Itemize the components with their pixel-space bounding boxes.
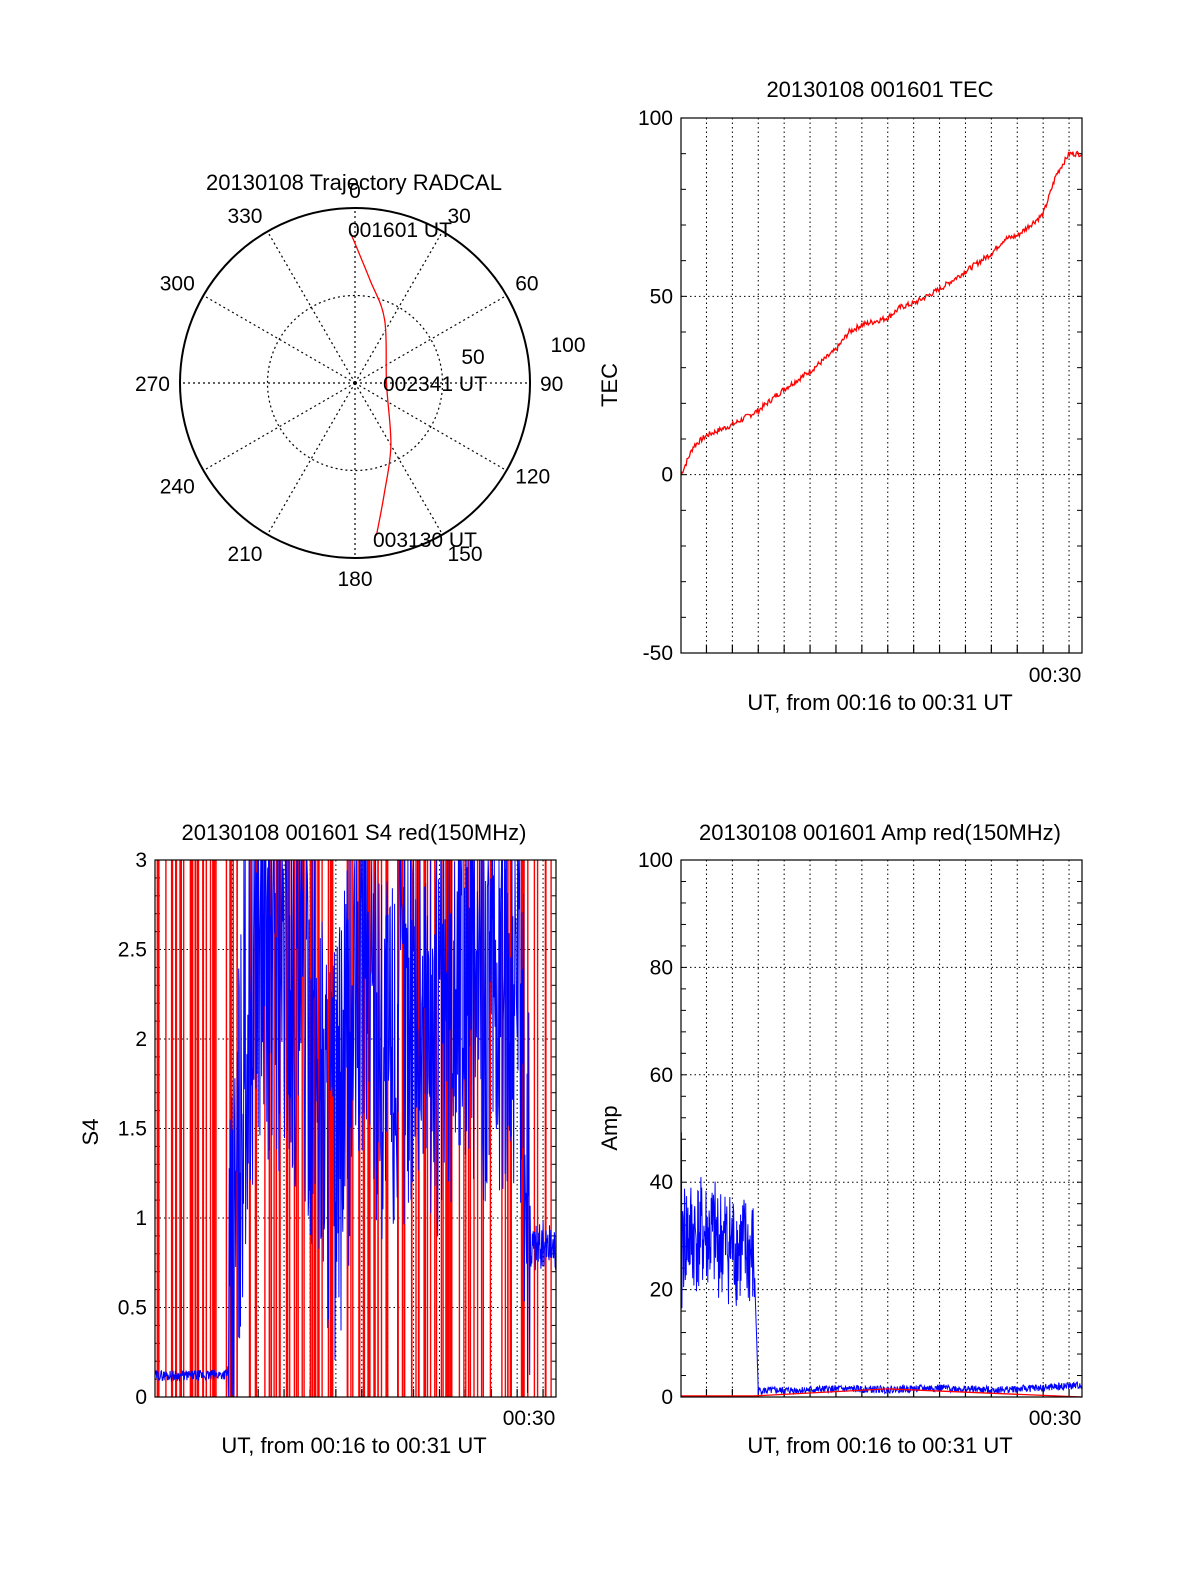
tec-y-tick-label: 50 [650,285,673,308]
s4-x-tick-label: 00:30 [503,1407,556,1430]
s4-blue-series-line [154,859,557,1398]
polar-title: 20130108 Trajectory RADCAL [206,170,502,195]
polar-radial-label-100: 100 [550,334,585,357]
polar-spoke-60 [354,294,507,384]
tec-y-tick-label: 0 [661,464,673,487]
s4-y-axis-label: S4 [78,1119,103,1146]
polar-annotation-end: 003130 UT [373,529,477,552]
polar-spoke-120 [354,382,507,472]
polar-angle-label-240: 240 [160,476,195,499]
amp-plot-frame [680,859,1083,1398]
tec-series-line [680,150,1082,475]
s4-chart: 20130108 001601 S4 red(150MHz) 0 0.5 1 1.5 2… [78,820,557,1458]
polar-trajectory-line [349,230,392,536]
polar-angle-label-150: 150 [448,543,483,566]
polar-angle-label-0: 0 [349,180,361,203]
amp-title: 20130108 001601 Amp red(150MHz) [699,820,1061,845]
tec-y-axis-label: TEC [597,363,622,407]
tec-chart: 20130108 001601 TEC -50 0 50 100 00:30 UT, … [597,77,1083,715]
s4-y-tick-label: 0 [135,1386,147,1409]
s4-y-tick-label: 0.5 [118,1297,147,1320]
polar-angle-label-120: 120 [515,466,550,489]
amp-blue-series-line [680,1132,1083,1396]
polar-angle-label-30: 30 [448,205,471,228]
tec-y-tick-label: 100 [638,107,673,130]
polar-radial-label-50: 50 [461,346,484,369]
polar-grid [180,208,530,558]
s4-y-tick-label: 1 [135,1207,147,1230]
s4-x-axis-label: UT, from 00:16 to 00:31 UT [221,1433,486,1458]
tec-y-tick-label: -50 [643,642,673,665]
s4-y-tick-label: 1.5 [118,1118,147,1141]
s4-y-tick-labels: 0 0.5 1 1.5 2 2.5 3 [118,849,147,1409]
tec-plot-frame [680,117,1083,654]
s4-y-tick-label: 2 [135,1028,147,1051]
amp-y-axis-label: Amp [597,1105,622,1150]
amp-y-tick-label: 20 [650,1279,673,1302]
amp-x-axis-label: UT, from 00:16 to 00:31 UT [747,1433,1012,1458]
amp-y-tick-label: 80 [650,956,673,979]
amp-grid [681,859,1082,1398]
s4-title: 20130108 001601 S4 red(150MHz) [182,820,527,845]
polar-angle-label-60: 60 [515,273,538,296]
polar-angle-label-330: 330 [227,205,262,228]
polar-angle-label-300: 300 [160,273,195,296]
amp-x-tick-label: 00:30 [1029,1407,1082,1430]
amp-y-tick-label: 40 [650,1171,673,1194]
polar-angle-label-210: 210 [227,543,262,566]
polar-spoke-30 [354,231,444,384]
tec-grid [681,117,1082,654]
polar-angle-label-90: 90 [540,373,563,396]
polar-angle-labels: 0 30 60 90 120 150 180 210 240 270 300 330 [135,180,563,591]
polar-angle-label-270: 270 [135,373,170,396]
polar-spoke-150 [354,382,444,535]
polar-spoke-300 [203,294,356,384]
s4-y-tick-label: 2.5 [118,939,147,962]
s4-y-tick-label: 3 [135,849,147,872]
polar-angle-label-180: 180 [337,568,372,591]
s4-plot-frame [154,859,557,1398]
tec-x-tick-label: 00:30 [1029,664,1082,687]
tec-x-axis-label: UT, from 00:16 to 00:31 UT [747,690,1012,715]
amp-red-series-line [681,1388,1083,1398]
polar-annotation-start: 001601 UT [348,219,452,242]
tec-y-tick-labels: -50 0 50 100 [638,107,673,665]
amp-y-tick-label: 60 [650,1064,673,1087]
amp-y-tick-labels: 0 20 40 60 80 100 [638,849,673,1409]
amp-y-tick-label: 100 [638,849,673,872]
amp-chart: 20130108 001601 Amp red(150MHz) 0 20 40 60 8… [597,820,1083,1458]
polar-annotation-mid: 002341 UT [383,373,487,396]
polar-spoke-210 [266,382,356,535]
amp-y-tick-label: 0 [661,1386,673,1409]
polar-spoke-330 [266,231,356,384]
polar-grid-ring-50 [266,294,444,472]
tec-title: 20130108 001601 TEC [766,77,993,102]
polar-outer-circle [179,207,531,559]
polar-spoke-240 [203,382,356,472]
polar-chart: 20130108 Trajectory RADCAL 0 30 60 90 120 150… [135,170,586,591]
